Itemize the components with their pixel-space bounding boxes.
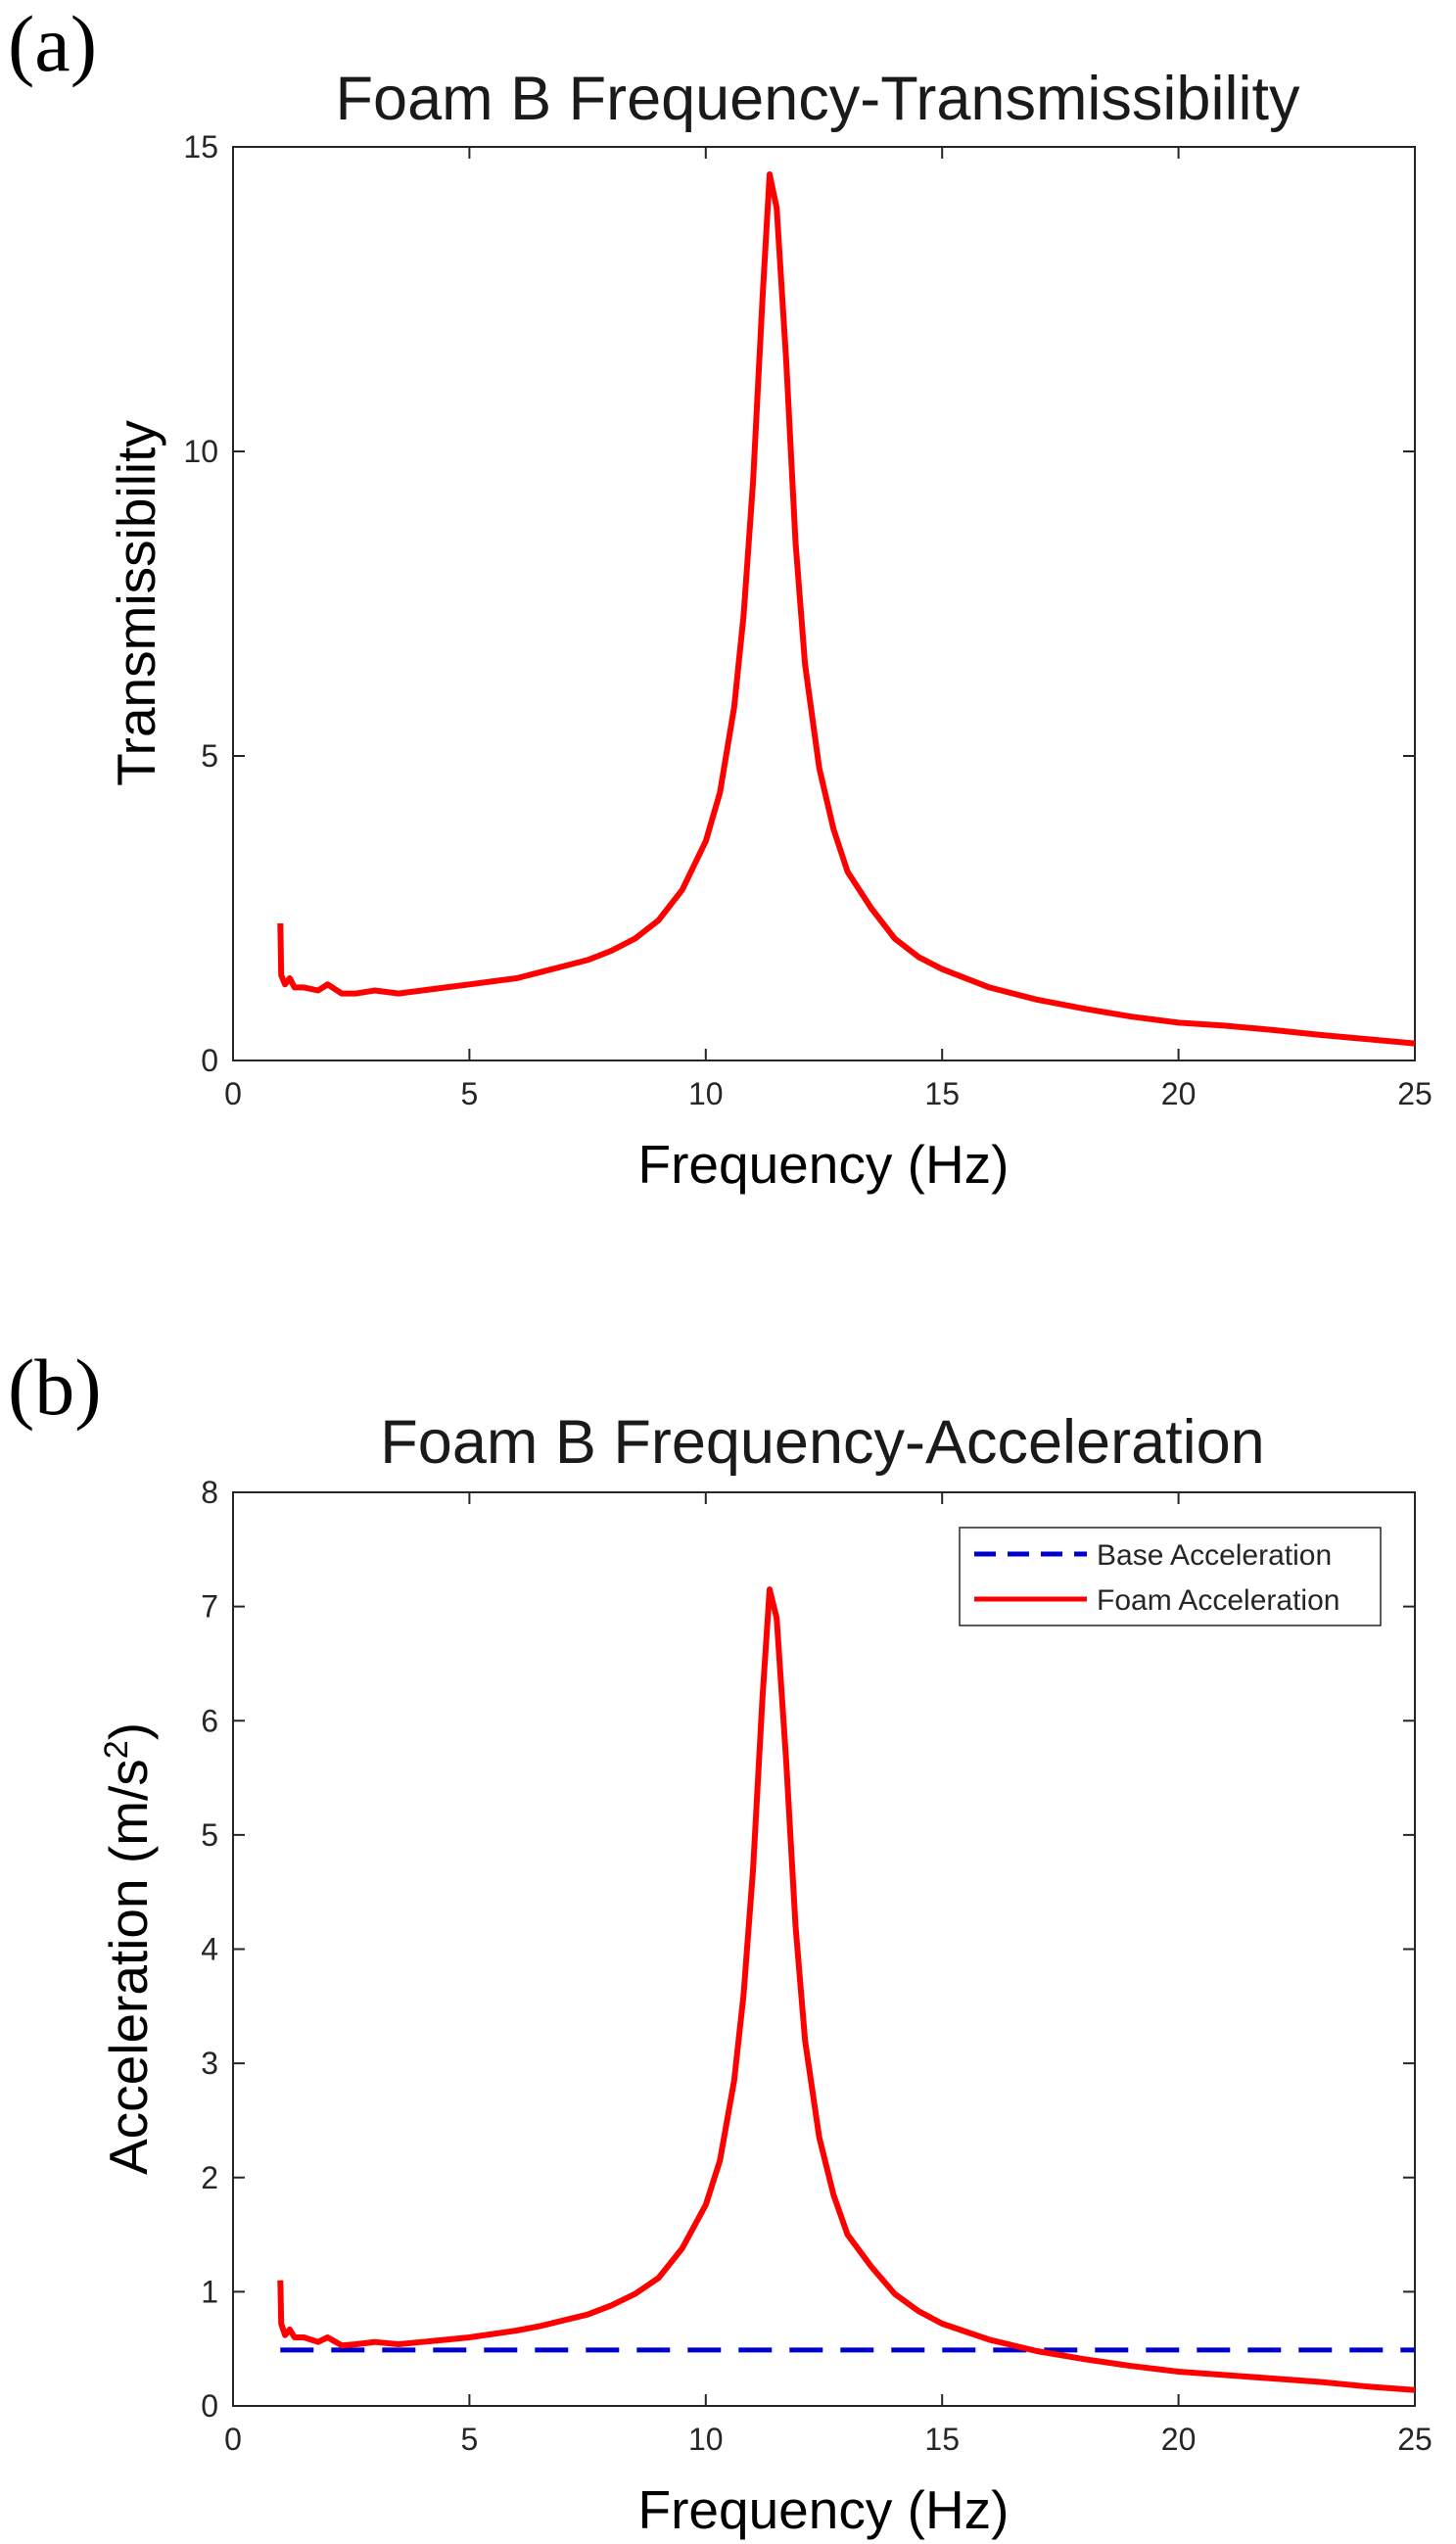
panel-label-a: (a) <box>8 0 97 88</box>
ticks-a: 0 5 10 15 20 25 0 5 10 15 <box>183 129 1432 1111</box>
x-tick-label: 5 <box>461 1076 479 1111</box>
x-tick-label: 0 <box>224 2422 242 2457</box>
panel-b: (b) Foam B Frequency-Acceleration 0 5 10 15… <box>8 1343 1433 2540</box>
legend-box <box>959 1527 1382 1626</box>
y-tick-label: 1 <box>201 2274 218 2309</box>
panel-label-b: (b) <box>8 1343 102 1432</box>
series-line-foam-acceleration <box>277 1586 1416 2393</box>
plot-area-b <box>232 1491 1416 2407</box>
chart-title-b: Foam B Frequency-Acceleration <box>380 1408 1264 1477</box>
series-line-transmissibility <box>277 171 1416 1047</box>
y-tick-label: 5 <box>201 1817 218 1853</box>
x-tick-label: 15 <box>924 2422 960 2457</box>
series-lines-b <box>277 1586 1416 2393</box>
y-tick-label: 0 <box>201 1043 218 1078</box>
series-lines-a <box>277 171 1416 1047</box>
y-tick-label: 5 <box>201 738 218 774</box>
x-axis-label-b-text: Frequency (Hz) <box>638 2479 1010 2540</box>
ticks-b: 0 5 10 15 20 25 0 1 2 3 4 5 6 7 8 <box>201 1475 1433 2457</box>
legend-label-foam: Foam Acceleration <box>1097 1584 1339 1617</box>
x-tick-label: 10 <box>688 2422 724 2457</box>
y-tick-label: 15 <box>183 129 218 165</box>
y-tick-label: 0 <box>201 2388 218 2424</box>
y-tick-label: 6 <box>201 1703 218 1738</box>
x-axis-label-a: Frequency (Hz) <box>638 1134 1010 1195</box>
y-tick-label: 4 <box>201 1932 218 1967</box>
legend: Base Acceleration Foam Acceleration <box>959 1527 1382 1626</box>
y-tick-label: 8 <box>201 1475 218 1510</box>
y-tick-label: 2 <box>201 2160 218 2195</box>
y-tick-label: 7 <box>201 1589 218 1625</box>
plot-area-a <box>232 146 1416 1061</box>
y-axis-label-b: Acceleration (m/s2) <box>98 1722 159 2175</box>
x-tick-label: 15 <box>924 1076 960 1111</box>
x-tick-label: 20 <box>1161 2422 1197 2457</box>
x-tick-label: 20 <box>1161 1076 1197 1111</box>
legend-label-base: Base Acceleration <box>1097 1539 1332 1572</box>
x-tick-label: 25 <box>1397 1076 1433 1111</box>
panel-a: (a) Foam B Frequency-Transmissibility 0 5… <box>8 0 1433 1195</box>
x-tick-label: 0 <box>224 1076 242 1111</box>
y-tick-label: 3 <box>201 2046 218 2081</box>
y-axis-label-b-main: Acceleration (m/s <box>98 1759 159 2175</box>
chart-title-a: Foam B Frequency-Transmissibility <box>336 65 1300 133</box>
x-tick-label: 5 <box>461 2422 479 2457</box>
y-axis-label-a: Transmissibility <box>106 420 166 786</box>
y-axis-label-b-sup: 2 <box>98 1740 135 1759</box>
y-tick-label: 10 <box>183 434 218 469</box>
y-axis-label-b-close: ) <box>98 1722 159 1740</box>
x-tick-label: 10 <box>688 1076 724 1111</box>
x-axis-label-b: Frequency (Hz) <box>638 2479 1010 2540</box>
x-tick-label: 25 <box>1397 2422 1433 2457</box>
